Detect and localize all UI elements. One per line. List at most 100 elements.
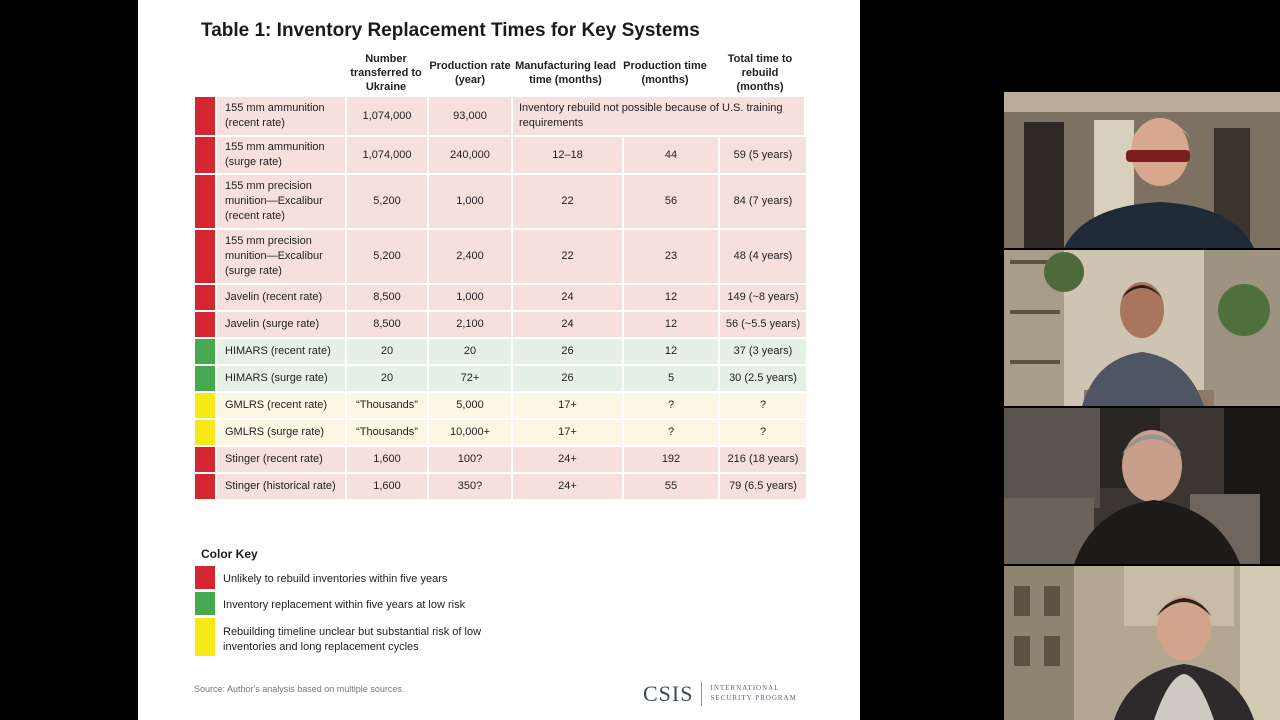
- cell-production-time: 23: [624, 230, 720, 283]
- cell-transferred: 1,074,000: [347, 137, 429, 173]
- header-transferred: Number transferred to Ukraine: [350, 52, 422, 94]
- logo-subtitle-line2: SECURITY PROGRAM: [710, 694, 797, 702]
- cell-production-time: ?: [624, 420, 720, 445]
- color-swatch-red: [195, 566, 215, 589]
- row-color-swatch: [195, 474, 215, 499]
- participant-video-feed: [1004, 566, 1280, 720]
- color-key-label: Unlikely to rebuild inventories within f…: [223, 573, 448, 585]
- cell-total-time: 149 (~8 years): [720, 285, 806, 310]
- cell-transferred: 5,200: [347, 175, 429, 228]
- row-gap: [215, 447, 217, 472]
- row-gap: [215, 97, 217, 135]
- row-color-swatch: [195, 97, 215, 135]
- cell-total-time: 79 (6.5 years): [720, 474, 806, 499]
- logo-divider: [701, 682, 703, 706]
- inventory-table: 155 mm ammunition (recent rate) 1,074,000…: [195, 97, 806, 501]
- row-color-swatch: [195, 312, 215, 337]
- color-key-label: Inventory replacement within five years …: [223, 599, 466, 611]
- cell-production-time: 44: [624, 137, 720, 173]
- color-key-title: Color Key: [201, 547, 258, 561]
- cell-lead-time: 17+: [513, 420, 624, 445]
- color-key-item-green: Inventory replacement within five years …: [195, 592, 523, 615]
- row-color-swatch: [195, 393, 215, 418]
- table-row: 155 mm precision munition—Excalibur (sur…: [195, 230, 806, 285]
- cell-total-time: 84 (7 years): [720, 175, 806, 228]
- cell-lead-time: 26: [513, 339, 624, 364]
- row-gap: [215, 339, 217, 364]
- participant-video-2[interactable]: [1004, 250, 1280, 406]
- cell-transferred: 1,600: [347, 447, 429, 472]
- cell-production-time: 12: [624, 312, 720, 337]
- cell-system: 155 mm precision munition—Excalibur (sur…: [217, 230, 347, 283]
- cell-production-rate: 5,000: [429, 393, 513, 418]
- table-row: Javelin (surge rate) 8,500 2,100 24 12 56 (~5…: [195, 312, 806, 339]
- header-production-rate: Production rate (year): [429, 59, 511, 86]
- row-color-swatch: [195, 420, 215, 445]
- table-row: Stinger (historical rate) 1,600 350? 24+ 55 7…: [195, 474, 806, 501]
- table-row: 155 mm precision munition—Excalibur (rec…: [195, 175, 806, 230]
- row-color-swatch: [195, 175, 215, 228]
- cell-production-time: 55: [624, 474, 720, 499]
- cell-total-time: 37 (3 years): [720, 339, 806, 364]
- participant-video-3[interactable]: [1004, 408, 1280, 564]
- cell-system: GMLRS (surge rate): [217, 420, 347, 445]
- cell-total-time: ?: [720, 393, 806, 418]
- table-row: GMLRS (recent rate) “Thousands” 5,000 17+??: [195, 393, 806, 420]
- cell-system: Stinger (recent rate): [217, 447, 347, 472]
- cell-lead-time: 22: [513, 230, 624, 283]
- cell-production-time: 5: [624, 366, 720, 391]
- table-row: Javelin (recent rate) 8,500 1,000 24 12 149 (…: [195, 285, 806, 312]
- color-swatch-green: [195, 592, 215, 615]
- cell-system: Javelin (recent rate): [217, 285, 347, 310]
- row-gap: [215, 474, 217, 499]
- cell-lead-time: 24+: [513, 447, 624, 472]
- row-gap: [215, 285, 217, 310]
- cell-production-rate: 100?: [429, 447, 513, 472]
- cell-transferred: 8,500: [347, 285, 429, 310]
- row-gap: [215, 366, 217, 391]
- cell-system: GMLRS (recent rate): [217, 393, 347, 418]
- cell-transferred: “Thousands”: [347, 420, 429, 445]
- cell-note: Inventory rebuild not possible because o…: [513, 97, 804, 135]
- cell-total-time: 30 (2.5 years): [720, 366, 806, 391]
- cell-total-time: 48 (4 years): [720, 230, 806, 283]
- cell-system: Javelin (surge rate): [217, 312, 347, 337]
- cell-system: HIMARS (recent rate): [217, 339, 347, 364]
- participant-video-1[interactable]: [1004, 92, 1280, 248]
- header-production-time: Production time (months): [623, 59, 707, 86]
- cell-total-time: 56 (~5.5 years): [720, 312, 806, 337]
- cell-transferred: 5,200: [347, 230, 429, 283]
- participant-video-feed: [1004, 250, 1280, 406]
- cell-total-time: ?: [720, 420, 806, 445]
- row-color-swatch: [195, 230, 215, 283]
- table-row: GMLRS (surge rate) “Thousands” 10,000+ 17+?…: [195, 420, 806, 447]
- table-row: Stinger (recent rate) 1,600 100? 24+ 192 216 …: [195, 447, 806, 474]
- logo-wordmark: CSIS: [643, 681, 694, 706]
- header-lead-time: Manufacturing lead time (months): [515, 59, 616, 86]
- cell-production-time: 12: [624, 339, 720, 364]
- cell-production-time: 56: [624, 175, 720, 228]
- row-color-swatch: [195, 339, 215, 364]
- cell-production-time: 12: [624, 285, 720, 310]
- cell-production-rate: 20: [429, 339, 513, 364]
- cell-production-time: ?: [624, 393, 720, 418]
- cell-transferred: 20: [347, 366, 429, 391]
- header-total-time: Total time to rebuild (months): [727, 52, 793, 94]
- cell-total-time: 59 (5 years): [720, 137, 806, 173]
- cell-production-rate: 2,400: [429, 230, 513, 283]
- table-title: Table 1: Inventory Replacement Times for…: [201, 20, 700, 41]
- cell-production-rate: 1,000: [429, 175, 513, 228]
- cell-transferred: 1,600: [347, 474, 429, 499]
- row-gap: [215, 312, 217, 337]
- logo-subtitle-line1: INTERNATIONAL: [710, 684, 780, 693]
- cell-transferred: 1,074,000: [347, 97, 429, 135]
- shared-screen-slide: Table 1: Inventory Replacement Times for…: [138, 0, 860, 720]
- table-row: 155 mm ammunition (recent rate) 1,074,000…: [195, 97, 804, 137]
- color-key-item-red: Unlikely to rebuild inventories within f…: [195, 566, 523, 589]
- color-swatch-yellow: [195, 618, 215, 656]
- row-color-swatch: [195, 137, 215, 173]
- cell-lead-time: 24: [513, 312, 624, 337]
- cell-lead-time: 24: [513, 285, 624, 310]
- participant-video-4[interactable]: [1004, 566, 1280, 720]
